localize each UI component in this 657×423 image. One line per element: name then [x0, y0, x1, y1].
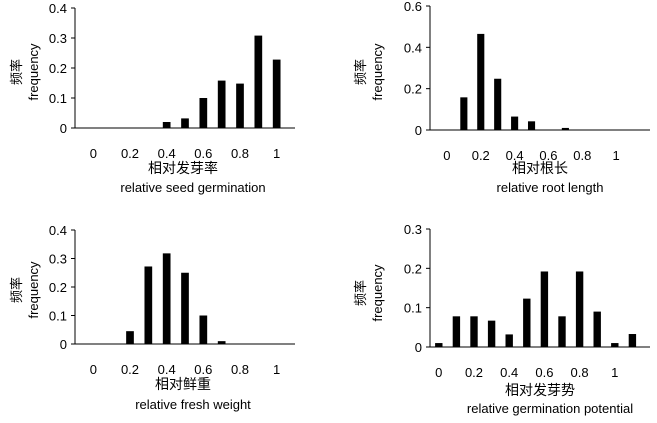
y-tick-label: 0.3: [404, 222, 422, 237]
bar: [477, 33, 485, 130]
y-tick-label: 0.3: [49, 252, 67, 267]
x-tick-label: 0.4: [506, 148, 524, 163]
y-tick-label: 0.2: [49, 280, 67, 295]
chart-root-length: 0 0.2 0.4 0.6 0 0.2 0.4 0.6 0.8 1 频率 frequency 相对根长 r…: [353, 0, 650, 195]
y-tick-label: 0.6: [404, 0, 422, 14]
y-axis-label-cn: 频率: [353, 280, 368, 306]
chart-seed-germination: 0 0.1 0.2 0.3 0.4 0 0.2 0.4 0.6 0.8 1 频率 frequency 相对…: [9, 1, 295, 195]
x-tick-label: 0.8: [571, 365, 589, 380]
y-axis-label-cn: 频率: [9, 59, 24, 85]
y-tick-label: 0.2: [49, 61, 67, 76]
bar: [505, 334, 513, 347]
x-tick-label: 0: [90, 146, 97, 161]
y-tick-label: 0.1: [49, 91, 67, 106]
x-axis-label-en: relative seed germination: [120, 180, 265, 195]
x-tick-label: 0: [435, 365, 442, 380]
x-axis-label-cn: 相对发芽势: [505, 382, 575, 398]
x-tick-label: 1: [611, 365, 618, 380]
x-tick-label: 0: [443, 148, 450, 163]
x-tick-label: 0.4: [158, 146, 176, 161]
y-tick-label: 0.4: [49, 223, 67, 238]
x-tick-label: 0.2: [472, 148, 490, 163]
x-tick-label: 1: [273, 146, 280, 161]
bar: [199, 98, 208, 128]
x-tick-label: 0.4: [158, 362, 176, 377]
y-tick-label: 0.1: [404, 301, 422, 316]
bar: [162, 253, 171, 344]
y-tick-label: 0.4: [49, 1, 67, 16]
bar: [217, 341, 226, 344]
y-axis-label-en: frequency: [370, 43, 385, 101]
x-tick-label: 0.6: [194, 146, 212, 161]
bar: [494, 78, 502, 130]
bar: [181, 272, 189, 344]
y-axis-label-cn: 频率: [353, 59, 368, 85]
bar: [460, 97, 468, 130]
y-tick-label: 0.4: [404, 40, 422, 55]
x-tick-label: 0.2: [121, 362, 139, 377]
bar: [254, 35, 263, 128]
x-tick-label: 0.6: [194, 362, 212, 377]
bar: [511, 116, 519, 130]
bar: [523, 298, 531, 347]
bar: [487, 320, 496, 347]
x-axis-label-cn: 相对鲜重: [155, 376, 211, 392]
y-tick-label: 0.1: [49, 309, 67, 324]
y-tick-label: 0.2: [404, 82, 422, 97]
bar: [435, 343, 443, 347]
bar: [593, 311, 601, 347]
bar: [162, 122, 171, 128]
y-tick-label: 0: [415, 123, 422, 138]
x-tick-label: 0.2: [465, 365, 483, 380]
bar: [575, 271, 584, 347]
y-axis-label-en: frequency: [26, 43, 41, 101]
bar: [199, 315, 208, 344]
y-tick-label: 0: [415, 340, 422, 355]
x-tick-label: 0.8: [573, 148, 591, 163]
x-axis-label-cn: 相对根长: [512, 160, 568, 176]
bar: [628, 334, 637, 347]
x-tick-label: 0.6: [539, 148, 557, 163]
x-tick-label: 0.4: [500, 365, 518, 380]
chart-germination-potential: 0 0.1 0.2 0.3 0 0.2 0.4 0.6 0.8 1 频率 frequency 相对发芽势…: [353, 222, 650, 416]
bar: [217, 80, 226, 128]
x-tick-label: 0.2: [121, 146, 139, 161]
chart-fresh-weight: 0 0.1 0.2 0.3 0.4 0 0.2 0.4 0.6 0.8 1 频率 frequency 相对…: [9, 223, 295, 412]
y-tick-label: 0.2: [404, 261, 422, 276]
x-axis-label-en: relative fresh weight: [135, 397, 251, 412]
bar: [540, 271, 549, 347]
bar: [272, 59, 281, 128]
bar: [527, 121, 536, 130]
x-tick-label: 1: [613, 148, 620, 163]
bar: [470, 316, 478, 347]
y-axis-label-en: frequency: [26, 261, 41, 319]
x-tick-label: 1: [273, 362, 280, 377]
x-tick-label: 0: [90, 362, 97, 377]
y-tick-label: 0.3: [49, 31, 67, 46]
bar: [611, 343, 619, 347]
bar: [236, 83, 244, 128]
bar: [181, 118, 189, 128]
bar: [144, 266, 153, 344]
x-tick-label: 0.6: [535, 365, 553, 380]
y-axis-label-en: frequency: [370, 264, 385, 322]
bar: [452, 316, 461, 347]
y-tick-label: 0: [60, 337, 67, 352]
x-axis-label-en: relative root length: [497, 180, 604, 195]
y-tick-label: 0: [60, 121, 67, 136]
x-axis-label-cn: 相对发芽率: [148, 160, 218, 176]
x-tick-label: 0.8: [231, 362, 249, 377]
x-tick-label: 0.8: [231, 146, 249, 161]
bar: [558, 316, 566, 347]
bar: [126, 331, 134, 344]
bar: [561, 127, 569, 130]
y-axis-label-cn: 频率: [9, 277, 24, 303]
x-axis-label-en: relative germination potential: [467, 401, 633, 416]
